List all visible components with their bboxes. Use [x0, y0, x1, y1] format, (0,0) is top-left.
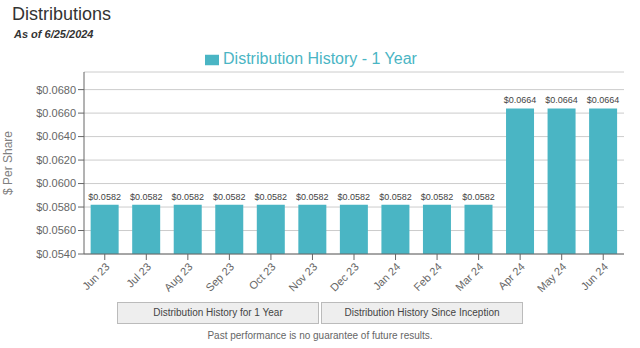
html-text:Distributions: Distributions — [12, 4, 111, 24]
svg-text:$0.0664: $0.0664 — [504, 95, 537, 105]
html-text:Distribution History for 1 Yea: Distribution History for 1 Year — [153, 307, 283, 318]
svg-text:$0.0582: $0.0582 — [296, 192, 329, 202]
svg-text:$0.0680: $0.0680 — [36, 84, 76, 96]
svg-text:Sep 23: Sep 23 — [203, 260, 236, 293]
svg-text:Dec 23: Dec 23 — [328, 260, 361, 293]
svg-text:Feb 24: Feb 24 — [411, 260, 444, 293]
svg-text:Apr 24: Apr 24 — [496, 260, 527, 291]
svg-text:Nov 23: Nov 23 — [286, 260, 319, 293]
svg-text:$0.0582: $0.0582 — [379, 192, 412, 202]
svg-text:$0.0582: $0.0582 — [462, 192, 495, 202]
svg-text:$0.0664: $0.0664 — [545, 95, 578, 105]
svg-text:Mar 24: Mar 24 — [453, 260, 486, 293]
svg-text:$0.0560: $0.0560 — [36, 224, 76, 236]
svg-text:$0.0640: $0.0640 — [36, 130, 76, 142]
svg-text:$0.0600: $0.0600 — [36, 177, 76, 189]
svg-text:$0.0582: $0.0582 — [255, 192, 288, 202]
svg-text:$0.0582: $0.0582 — [171, 192, 204, 202]
svg-text:$0.0582: $0.0582 — [88, 192, 121, 202]
svg-text:$0.0540: $0.0540 — [36, 248, 76, 260]
svg-text:Aug 23: Aug 23 — [162, 260, 195, 293]
svg-text:Jun 24: Jun 24 — [578, 260, 610, 292]
svg-text:Jun 23: Jun 23 — [80, 260, 112, 292]
svg-text:$0.0664: $0.0664 — [587, 95, 620, 105]
svg-text:$0.0620: $0.0620 — [36, 154, 76, 166]
svg-text:Jul 23: Jul 23 — [124, 260, 153, 289]
svg-text:$0.0580: $0.0580 — [36, 201, 76, 213]
svg-text:Jan 24: Jan 24 — [371, 260, 403, 292]
svg-text:May 24: May 24 — [535, 260, 569, 294]
svg-text:$0.0582: $0.0582 — [338, 192, 371, 202]
html-text:Past performance is no guarant: Past performance is no guarantee of futu… — [207, 330, 433, 341]
svg-text:$0.0582: $0.0582 — [130, 192, 163, 202]
svg-text:$0.0582: $0.0582 — [421, 192, 454, 202]
svg-text:Oct 23: Oct 23 — [246, 260, 277, 291]
svg-text:$0.0660: $0.0660 — [36, 107, 76, 119]
html-text:Distribution History - 1 Year: Distribution History - 1 Year — [223, 50, 417, 67]
html-text:As of 6/25/2024: As of 6/25/2024 — [14, 28, 94, 40]
svg-text:$0.0582: $0.0582 — [213, 192, 246, 202]
svg-text:$ Per Share: $ Per Share — [8, 131, 15, 195]
html-text:Distribution History Since Inc: Distribution History Since Inception — [344, 307, 500, 318]
